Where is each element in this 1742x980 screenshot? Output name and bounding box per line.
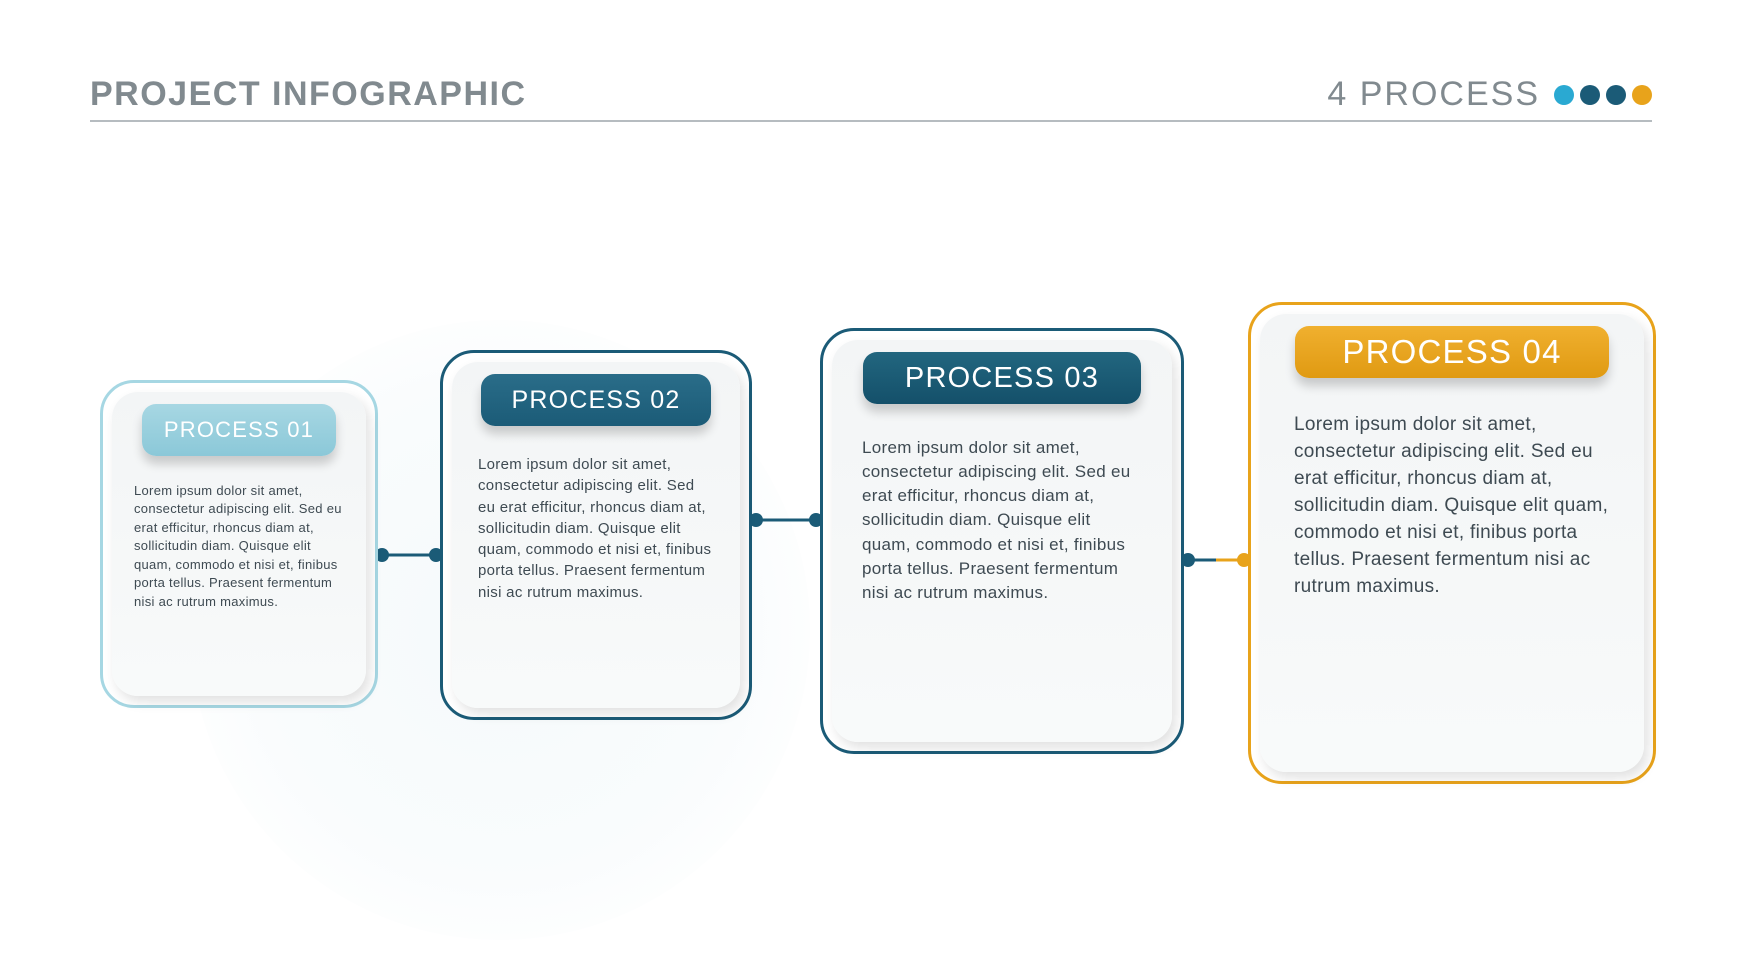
card-title: PROCESS 01 <box>142 404 335 456</box>
card-title: PROCESS 04 <box>1295 326 1610 378</box>
card-body: Lorem ipsum dolor sit amet, consectetur … <box>452 426 740 623</box>
legend-dot-1 <box>1554 85 1574 105</box>
page-title: PROJECT INFOGRAPHIC <box>90 75 527 114</box>
card-title: PROCESS 02 <box>481 374 711 426</box>
process-count-label: 4 PROCESS <box>1327 75 1540 114</box>
process-card-3: PROCESS 03Lorem ipsum dolor sit amet, co… <box>820 328 1184 754</box>
legend-dot-4 <box>1632 85 1652 105</box>
legend-dot-3 <box>1606 85 1626 105</box>
legend-dots <box>1554 85 1652 105</box>
process-card-4: PROCESS 04Lorem ipsum dolor sit amet, co… <box>1248 302 1656 784</box>
infographic-canvas: PROJECT INFOGRAPHIC 4 PROCESS PROCESS 01… <box>0 0 1742 980</box>
card-inner: PROCESS 04Lorem ipsum dolor sit amet, co… <box>1260 314 1644 772</box>
card-inner: PROCESS 02Lorem ipsum dolor sit amet, co… <box>452 362 740 708</box>
header-bar: PROJECT INFOGRAPHIC 4 PROCESS <box>90 72 1652 122</box>
card-body: Lorem ipsum dolor sit amet, consectetur … <box>832 404 1172 627</box>
card-inner: PROCESS 01Lorem ipsum dolor sit amet, co… <box>112 392 366 696</box>
header-right: 4 PROCESS <box>1327 75 1652 114</box>
card-inner: PROCESS 03Lorem ipsum dolor sit amet, co… <box>832 340 1172 742</box>
card-body: Lorem ipsum dolor sit amet, consectetur … <box>112 456 366 629</box>
card-body: Lorem ipsum dolor sit amet, consectetur … <box>1260 378 1644 625</box>
process-card-2: PROCESS 02Lorem ipsum dolor sit amet, co… <box>440 350 752 720</box>
process-card-1: PROCESS 01Lorem ipsum dolor sit amet, co… <box>100 380 378 708</box>
card-title: PROCESS 03 <box>863 352 1142 404</box>
legend-dot-2 <box>1580 85 1600 105</box>
